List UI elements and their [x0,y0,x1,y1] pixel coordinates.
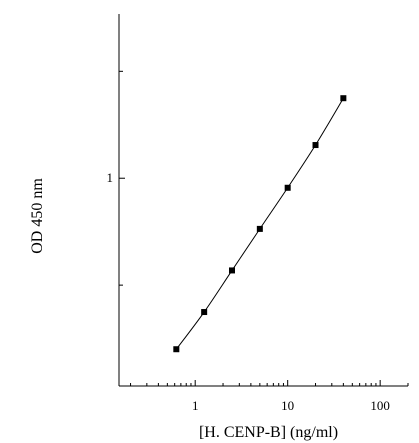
x-tick-label: 100 [370,398,390,413]
y-axis-title: OD 450 nm [29,178,46,254]
data-point [201,309,208,316]
tick-labels: 1 10 100 1 [107,170,390,413]
data-point [284,184,291,191]
x-tick-label: 1 [192,398,199,413]
data-point [256,225,263,232]
ticks [119,70,409,386]
data-point [173,346,180,353]
axes [118,14,408,387]
x-tick-label: 10 [281,398,294,413]
y-tick-label: 1 [107,170,114,185]
x-axis-title: [H. CENP-B] (ng/ml) [199,424,338,441]
data-points [173,95,347,353]
data-point [312,142,319,149]
data-point [228,267,235,274]
data-point [340,95,347,102]
